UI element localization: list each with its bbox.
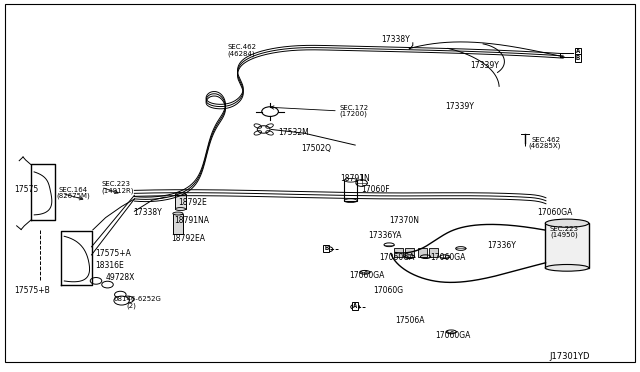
Text: SEC.223: SEC.223 [101,181,130,187]
Text: 17338Y: 17338Y [133,208,162,217]
Bar [344,180,357,201]
Text: 17575+B: 17575+B [14,286,50,295]
Circle shape [90,278,102,284]
Text: 17575: 17575 [14,185,38,194]
Circle shape [102,281,113,288]
Text: 18792E: 18792E [178,198,207,207]
Text: (17200): (17200) [339,111,367,118]
Circle shape [122,296,134,303]
Text: (14950): (14950) [550,232,578,238]
Text: 17060G: 17060G [373,286,403,295]
Text: 18791N: 18791N [340,174,370,183]
Text: 17506A: 17506A [396,316,425,325]
Bar [545,223,589,268]
Ellipse shape [545,219,589,227]
Text: J17301YD: J17301YD [549,352,589,361]
Ellipse shape [344,179,357,182]
Text: 18791NA: 18791NA [174,216,209,225]
Text: SEC.172: SEC.172 [339,105,369,111]
Text: A: A [576,48,580,54]
Bar [394,248,403,257]
Text: (82675M): (82675M) [56,193,90,199]
Bar [429,248,438,257]
Text: 17060F: 17060F [362,185,390,194]
Text: 17060GA: 17060GA [435,331,470,340]
Text: 17370N: 17370N [389,216,419,225]
Ellipse shape [545,264,589,271]
Bar [173,214,183,234]
Text: 17575+A: 17575+A [95,249,131,258]
Text: 17502Q: 17502Q [301,144,331,153]
Text: 17060GA: 17060GA [380,253,415,262]
Text: (46284): (46284) [227,51,255,57]
Text: 49728X: 49728X [106,273,135,282]
Text: SEC.223: SEC.223 [549,226,578,232]
Ellipse shape [175,193,186,196]
Text: SEC.164: SEC.164 [59,187,88,193]
Text: (46285X): (46285X) [528,143,561,150]
Text: SEC.462: SEC.462 [531,137,560,142]
Text: 17532M: 17532M [278,128,309,137]
Text: 08146-6252G: 08146-6252G [114,296,162,302]
Text: 18316E: 18316E [95,262,124,270]
Bar [405,248,414,257]
Text: 17339Y: 17339Y [470,61,499,70]
Text: (2): (2) [127,302,136,309]
Bar [418,248,427,257]
Text: 17060GA: 17060GA [430,253,465,262]
Text: 17060GA: 17060GA [349,271,384,280]
Circle shape [115,291,126,298]
Text: A: A [353,303,356,309]
Text: 17338Y: 17338Y [381,35,410,44]
Bar [175,194,186,209]
Text: 18792EA: 18792EA [172,234,205,243]
Circle shape [114,296,129,305]
Text: 17060GA: 17060GA [538,208,573,217]
Text: B: B [324,246,328,251]
Ellipse shape [173,212,183,215]
Text: 17336YA: 17336YA [369,231,402,240]
Text: B: B [576,55,580,61]
Text: (14912R): (14912R) [101,187,134,194]
Text: 17336Y: 17336Y [488,241,516,250]
Text: 17339Y: 17339Y [445,102,474,110]
Ellipse shape [175,208,186,211]
Text: SEC.462: SEC.462 [227,44,256,49]
